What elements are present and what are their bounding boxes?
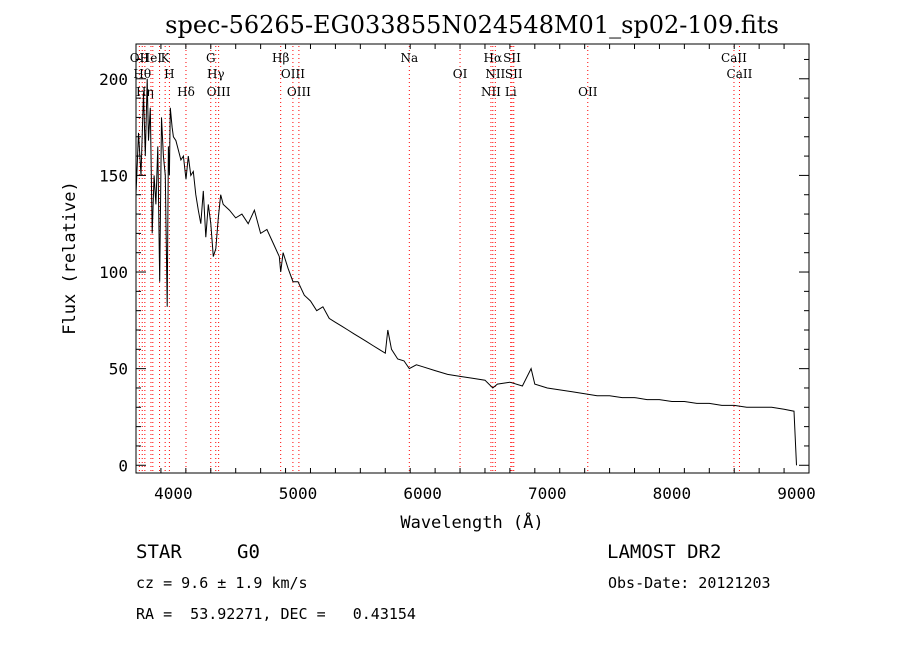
line-label: HeI (140, 51, 163, 65)
redshift-velocity: cz = 9.6 ± 1.9 km/s (136, 574, 308, 592)
line-label: NII (485, 67, 505, 81)
y-tick-label: 100 (99, 263, 128, 282)
line-label: SII (505, 67, 523, 81)
survey-label: LAMOST DR2 (607, 541, 721, 563)
line-label: Hβ (272, 51, 289, 65)
x-tick-label: 9000 (777, 484, 816, 503)
observation-date: Obs-Date: 20121203 (608, 574, 771, 592)
chart-title: spec-56265-EG033855N024548M01_sp02-109.f… (165, 11, 779, 39)
line-label: OII (130, 51, 150, 65)
line-label: OIII (287, 85, 311, 99)
plot-frame (135, 43, 810, 474)
line-label: Hδ (177, 85, 195, 99)
line-label: Hθ (133, 67, 151, 81)
line-label: Hη (136, 85, 154, 99)
x-tick-label: 5000 (279, 484, 318, 503)
line-label: CaII (721, 51, 747, 65)
line-label: H (164, 67, 174, 81)
line-label: OII (578, 85, 598, 99)
x-tick-label: 7000 (528, 484, 567, 503)
line-label: K (161, 51, 171, 65)
line-label: CaII (727, 67, 753, 81)
spectrum-line (135, 78, 797, 466)
x-tick-label: 8000 (653, 484, 692, 503)
x-axis: 4000 5000 6000 7000 8000 9000 (135, 44, 816, 503)
spectral-line-markers (138, 46, 740, 473)
y-axis-label: Flux (relative) (60, 181, 80, 335)
y-tick-label: 200 (99, 70, 128, 89)
line-label: Hα (484, 51, 503, 65)
line-label: OIII (207, 85, 231, 99)
object-subclass: G0 (237, 541, 260, 563)
y-tick-label: 50 (109, 360, 128, 379)
object-class: STAR (136, 541, 182, 563)
line-label: OI (453, 67, 468, 81)
x-tick-label: 6000 (403, 484, 442, 503)
x-axis-label: Wavelength (Å) (400, 511, 543, 533)
line-label: Li (505, 85, 517, 99)
line-label: OIII (281, 67, 305, 81)
line-label: G (206, 51, 216, 65)
line-label: Hγ (207, 67, 225, 81)
y-tick-label: 150 (99, 166, 128, 185)
line-label: Na (400, 51, 418, 65)
x-tick-label: 4000 (154, 484, 193, 503)
y-tick-label: 0 (118, 456, 128, 475)
y-axis: 0 50 100 150 200 (99, 58, 809, 475)
coordinates: RA = 53.92271, DEC = 0.43154 (136, 605, 416, 623)
line-label: SII (503, 51, 521, 65)
line-label: NII (481, 85, 501, 99)
